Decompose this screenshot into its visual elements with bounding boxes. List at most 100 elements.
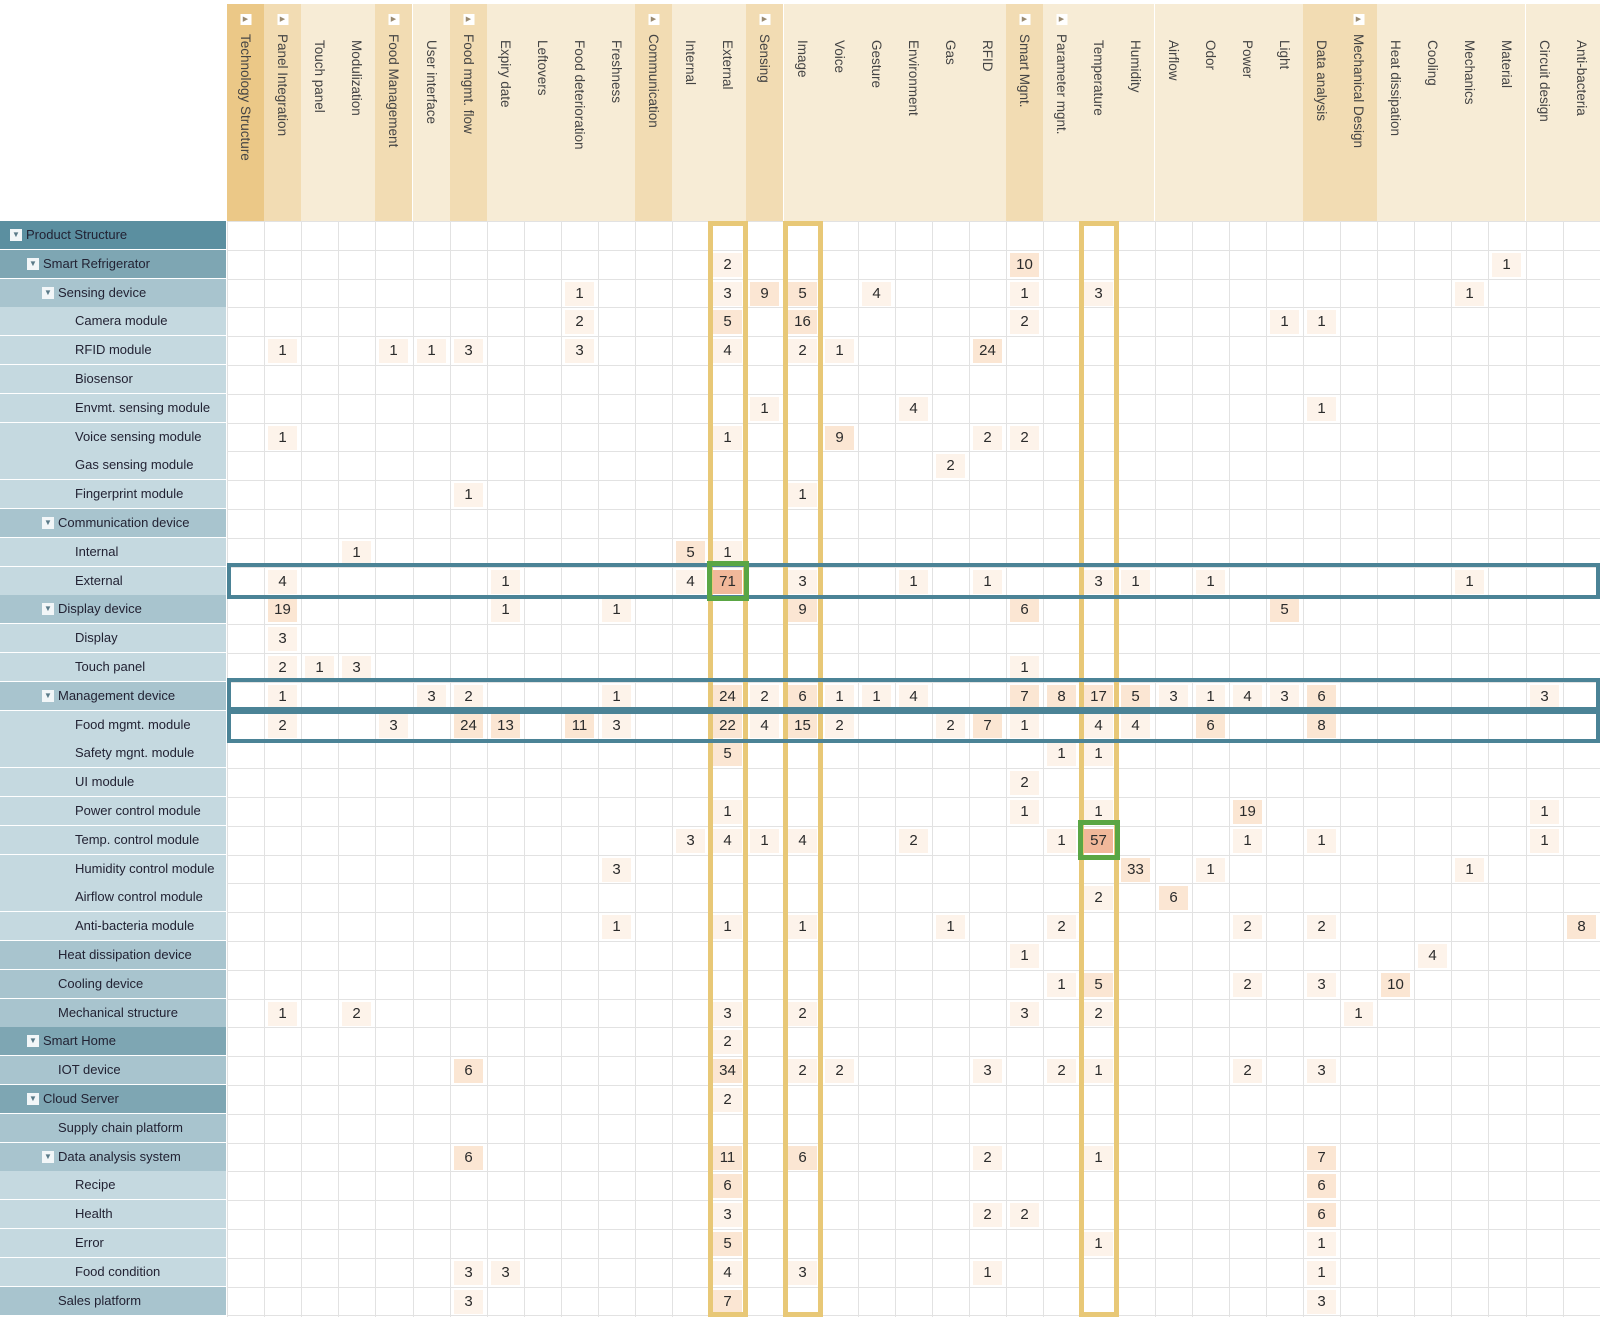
column-header-panel-integration[interactable]: ▶ Panel Integration	[264, 4, 302, 221]
column-header-internal[interactable]: Internal	[672, 4, 710, 221]
matrix-cell[interactable]: 1	[1047, 742, 1076, 766]
matrix-cell[interactable]: 2	[788, 1059, 817, 1083]
column-header-temperature[interactable]: Temperature	[1080, 4, 1118, 221]
matrix-cell[interactable]: 1	[825, 685, 854, 709]
matrix-cell[interactable]: 4	[1121, 714, 1150, 738]
matrix-cell[interactable]: 3	[1010, 1002, 1039, 1026]
column-header-light[interactable]: Light	[1266, 4, 1304, 221]
matrix-cell[interactable]: 7	[973, 714, 1002, 738]
matrix-cell[interactable]: 2	[1084, 886, 1113, 910]
column-header-sensing[interactable]: ▶ Sensing	[746, 4, 784, 221]
column-header-user-interface[interactable]: User interface	[413, 4, 451, 221]
row-header-fingerprint-module[interactable]: Fingerprint module	[0, 480, 226, 509]
matrix-cell[interactable]: 1	[1010, 714, 1039, 738]
row-header-sales-platform[interactable]: Sales platform	[0, 1287, 226, 1316]
matrix-cell[interactable]: 1	[454, 483, 483, 507]
matrix-cell[interactable]: 1	[788, 915, 817, 939]
row-header-management-device[interactable]: ▼ Management device	[0, 682, 226, 711]
matrix-cell[interactable]: 3	[602, 858, 631, 882]
matrix-cell[interactable]: 3	[565, 339, 594, 363]
expand-triangle-icon[interactable]: ▶	[1056, 14, 1067, 25]
matrix-cell[interactable]: 1	[1270, 310, 1299, 334]
row-header-biosensor[interactable]: Biosensor	[0, 365, 226, 394]
matrix-cell[interactable]: 1	[268, 426, 297, 450]
row-header-mechanical-structure[interactable]: Mechanical structure	[0, 999, 226, 1028]
row-header-iot-device[interactable]: IOT device	[0, 1056, 226, 1085]
matrix-cell[interactable]: 2	[788, 1002, 817, 1026]
matrix-cell[interactable]: 3	[713, 1002, 742, 1026]
matrix-cell[interactable]: 6	[788, 685, 817, 709]
matrix-cell[interactable]: 1	[1307, 829, 1336, 853]
column-header-touch-panel[interactable]: Touch panel	[301, 4, 339, 221]
column-header-gesture[interactable]: Gesture	[858, 4, 896, 221]
matrix-cell[interactable]: 3	[788, 570, 817, 594]
matrix-cell[interactable]: 2	[713, 253, 742, 277]
collapse-triangle-icon[interactable]: ▼	[42, 1151, 54, 1163]
matrix-cell[interactable]: 1	[1344, 1002, 1373, 1026]
collapse-triangle-icon[interactable]: ▼	[42, 287, 54, 299]
matrix-cell[interactable]: 17	[1084, 685, 1113, 709]
collapse-triangle-icon[interactable]: ▼	[42, 517, 54, 529]
row-header-rfid-module[interactable]: RFID module	[0, 336, 226, 365]
matrix-cell[interactable]: 6	[1307, 685, 1336, 709]
column-header-smart-mgnt[interactable]: ▶ Smart Mgnt.	[1006, 4, 1044, 221]
matrix-cell[interactable]: 1	[1455, 570, 1484, 594]
matrix-cell[interactable]: 8	[1307, 714, 1336, 738]
matrix-cell[interactable]: 1	[1047, 973, 1076, 997]
matrix-cell[interactable]: 1	[1010, 282, 1039, 306]
matrix-cell[interactable]: 2	[973, 1146, 1002, 1170]
collapse-triangle-icon[interactable]: ▼	[27, 1035, 39, 1047]
expand-triangle-icon[interactable]: ▶	[388, 14, 399, 25]
matrix-cell[interactable]: 16	[788, 310, 817, 334]
matrix-cell[interactable]: 5	[713, 1232, 742, 1256]
matrix-cell[interactable]: 1	[1455, 858, 1484, 882]
matrix-cell[interactable]: 1	[1084, 1146, 1113, 1170]
matrix-cell[interactable]: 1	[417, 339, 446, 363]
matrix-cell[interactable]: 3	[602, 714, 631, 738]
matrix-cell[interactable]: 4	[899, 397, 928, 421]
matrix-cell[interactable]: 3	[342, 656, 371, 680]
matrix-cell[interactable]: 4	[676, 570, 705, 594]
matrix-cell[interactable]: 24	[713, 685, 742, 709]
matrix-cell[interactable]: 2	[1047, 915, 1076, 939]
expand-triangle-icon[interactable]: ▶	[759, 14, 770, 25]
column-header-food-deterioration[interactable]: Food deterioration	[561, 4, 599, 221]
matrix-cell[interactable]: 3	[491, 1261, 520, 1285]
matrix-cell[interactable]: 6	[454, 1146, 483, 1170]
matrix-cell[interactable]: 1	[602, 685, 631, 709]
matrix-cell[interactable]: 19	[268, 598, 297, 622]
matrix-cell[interactable]: 10	[1381, 973, 1410, 997]
row-header-cooling-device[interactable]: Cooling device	[0, 970, 226, 999]
matrix-cell[interactable]: 71	[713, 570, 742, 594]
column-header-material[interactable]: Material	[1488, 4, 1526, 221]
row-header-smart-refrigerator[interactable]: ▼ Smart Refrigerator	[0, 250, 226, 279]
matrix-cell[interactable]: 1	[1010, 800, 1039, 824]
matrix-cell[interactable]: 1	[491, 598, 520, 622]
column-header-parameter-mgnt[interactable]: ▶ Parameter mgnt.	[1043, 4, 1081, 221]
matrix-cell[interactable]: 1	[1196, 570, 1225, 594]
matrix-cell[interactable]: 1	[1084, 742, 1113, 766]
collapse-triangle-icon[interactable]: ▼	[42, 603, 54, 615]
matrix-cell[interactable]: 1	[491, 570, 520, 594]
row-header-food-mgmt-module[interactable]: Food mgmt. module	[0, 711, 226, 740]
column-header-power[interactable]: Power	[1229, 4, 1267, 221]
matrix-cell[interactable]: 1	[1121, 570, 1150, 594]
matrix-cell[interactable]: 3	[417, 685, 446, 709]
matrix-cell[interactable]: 3	[1084, 570, 1113, 594]
matrix-cell[interactable]: 2	[1307, 915, 1336, 939]
row-header-error[interactable]: Error	[0, 1229, 226, 1258]
matrix-cell[interactable]: 3	[268, 627, 297, 651]
column-header-airflow[interactable]: Airflow	[1155, 4, 1193, 221]
matrix-cell[interactable]: 1	[1010, 944, 1039, 968]
column-header-circuit-design[interactable]: Circuit design	[1526, 4, 1564, 221]
matrix-cell[interactable]: 19	[1233, 800, 1262, 824]
matrix-cell[interactable]: 3	[454, 339, 483, 363]
matrix-cell[interactable]: 2	[1084, 1002, 1113, 1026]
column-header-mechanical-design[interactable]: ▶ Mechanical Design	[1340, 4, 1378, 221]
expand-triangle-icon[interactable]: ▶	[463, 14, 474, 25]
matrix-cell[interactable]: 8	[1047, 685, 1076, 709]
row-header-humidity-control-module[interactable]: Humidity control module	[0, 855, 226, 884]
row-header-display-device[interactable]: ▼ Display device	[0, 595, 226, 624]
row-header-recipe[interactable]: Recipe	[0, 1171, 226, 1200]
matrix-cell[interactable]: 1	[750, 397, 779, 421]
